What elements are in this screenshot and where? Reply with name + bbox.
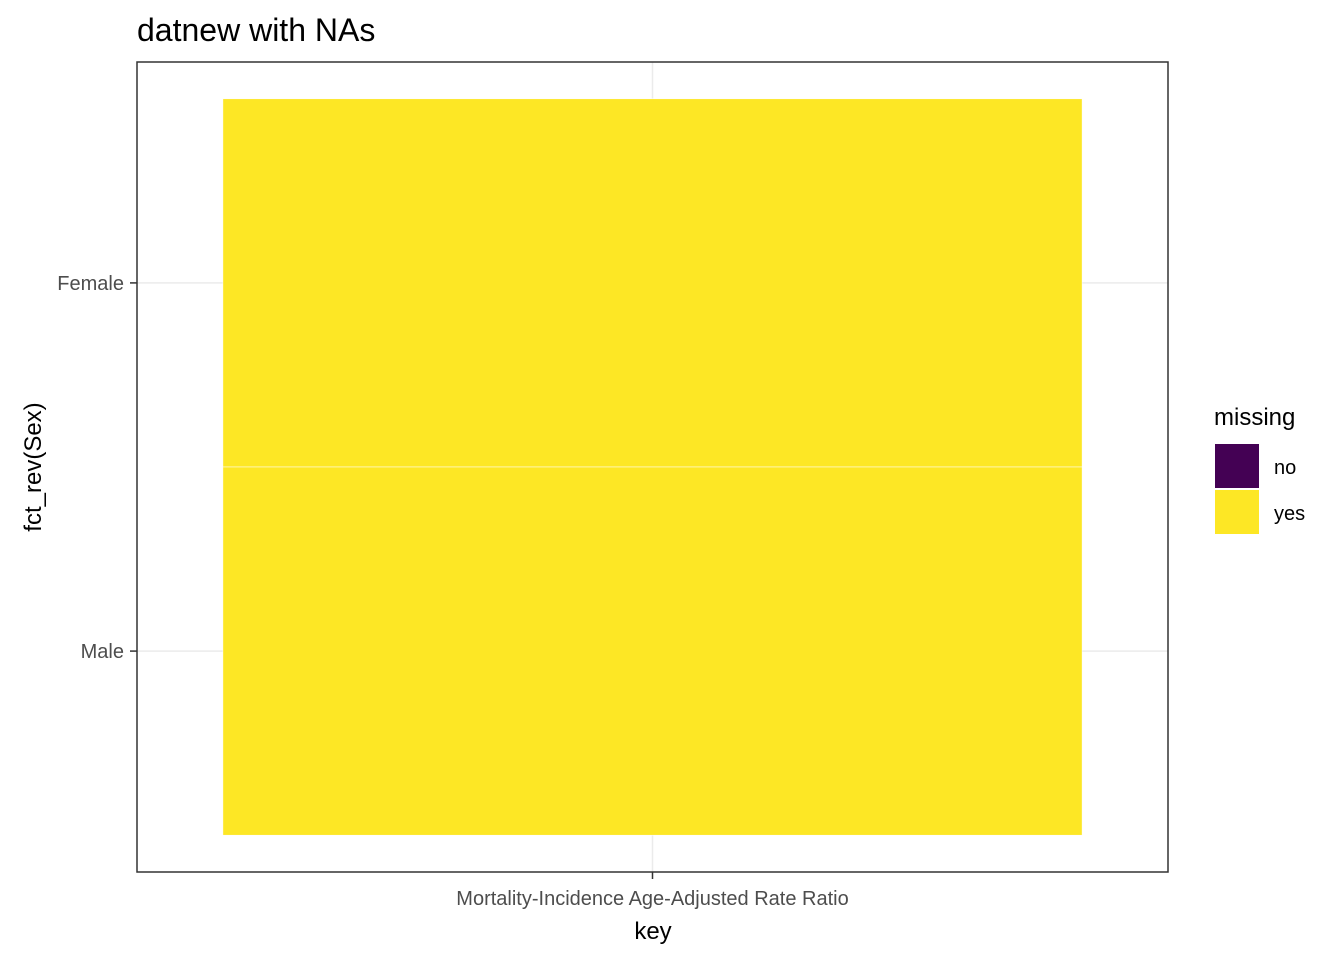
legend-title: missing xyxy=(1214,404,1295,431)
legend-label-no: no xyxy=(1274,457,1296,479)
chart-title: datnew with NAs xyxy=(137,12,375,48)
plot-panel xyxy=(136,61,1169,873)
y-axis-title: fct_rev(Sex) xyxy=(20,402,47,531)
legend: missing no yes xyxy=(1214,404,1305,534)
heatmap-cell-female xyxy=(222,98,1083,468)
x-tick-label: Mortality-Incidence Age-Adjusted Rate Ra… xyxy=(456,888,848,910)
legend-key-yes xyxy=(1215,490,1259,534)
y-axis: Female Male xyxy=(57,273,137,663)
y-tick-label: Male xyxy=(81,641,124,663)
x-axis-title: key xyxy=(634,918,671,945)
legend-label-yes: yes xyxy=(1274,503,1305,525)
legend-key-no xyxy=(1215,444,1259,488)
heatmap-cells xyxy=(222,98,1083,836)
y-tick-label: Female xyxy=(57,273,124,295)
x-axis: Mortality-Incidence Age-Adjusted Rate Ra… xyxy=(456,872,849,910)
heatmap-cell-male xyxy=(222,466,1083,836)
